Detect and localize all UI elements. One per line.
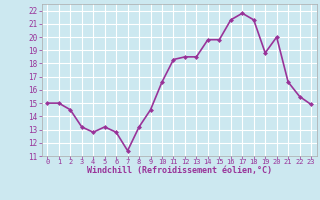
X-axis label: Windchill (Refroidissement éolien,°C): Windchill (Refroidissement éolien,°C) [87,166,272,175]
